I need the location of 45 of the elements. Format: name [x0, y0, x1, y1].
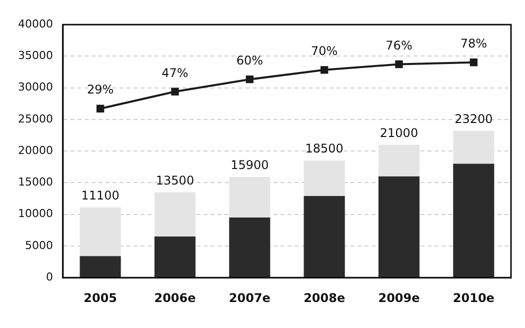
data-label: 60% — [236, 53, 263, 68]
point — [246, 76, 254, 84]
data-label: 47% — [162, 66, 188, 80]
y-tick-label: 25000 — [18, 112, 53, 126]
bar — [378, 176, 420, 278]
point — [395, 60, 403, 68]
total-label: 21000 — [380, 126, 418, 140]
data-label: 76% — [386, 38, 412, 52]
bar — [229, 218, 270, 278]
x-tick-label: 2010e — [452, 290, 494, 305]
y-tick-label: 10000 — [18, 207, 53, 220]
bar — [154, 236, 196, 278]
point — [470, 58, 478, 66]
bar — [378, 144, 420, 176]
total-label: 15900 — [230, 158, 269, 172]
bar — [304, 196, 345, 278]
data-label: 70% — [310, 44, 338, 58]
bar — [80, 207, 121, 256]
bar — [80, 256, 121, 278]
bar — [154, 192, 196, 236]
point — [320, 66, 328, 74]
bar — [229, 177, 270, 218]
x-tick-label: 2005 — [84, 290, 118, 305]
y-tick-label: 30000 — [18, 80, 53, 94]
x-tick-label: 2007e — [228, 290, 270, 305]
total-label: 18500 — [305, 142, 344, 156]
y-tick-label: 20000 — [18, 144, 53, 157]
bar — [304, 160, 345, 196]
y-tick-label: 15000 — [18, 176, 53, 189]
point — [171, 88, 179, 96]
x-tick-label: 2008e — [304, 290, 346, 305]
y-tick-label: 35000 — [18, 49, 53, 62]
bar — [453, 130, 494, 164]
y-tick-label: 0 — [46, 270, 53, 284]
total-label: 11100 — [81, 188, 120, 203]
x-tick-label: 2006e — [154, 290, 196, 305]
total-label: 13500 — [156, 173, 194, 188]
y-tick-label: 40000 — [18, 17, 53, 30]
y-tick-label: 5000 — [24, 238, 53, 252]
bar — [453, 164, 494, 278]
data-label: 29% — [86, 82, 114, 97]
point — [96, 104, 104, 112]
data-label: 78% — [460, 36, 487, 50]
total-label: 23200 — [454, 112, 493, 126]
x-tick-label: 2009e — [378, 290, 420, 305]
